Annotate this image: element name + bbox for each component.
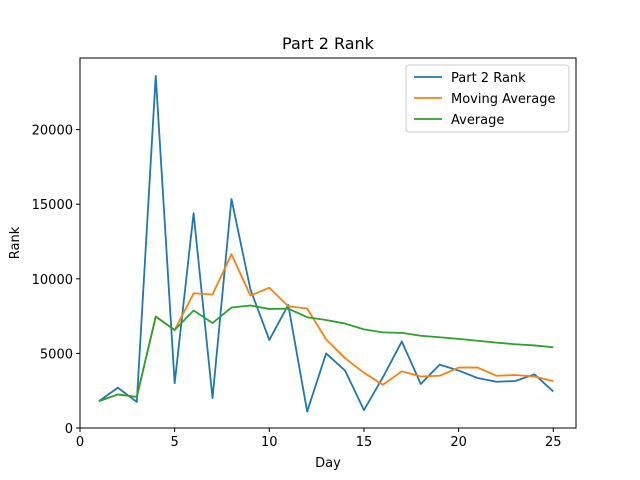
y-tick-label: 15000 <box>32 198 73 213</box>
plot-lines <box>98 75 554 413</box>
y-tick-label: 0 <box>65 422 73 437</box>
x-tick-label: 5 <box>171 435 179 450</box>
x-tick-label: 0 <box>76 435 84 450</box>
y-tick-label: 5000 <box>40 347 73 362</box>
y-tick-label: 10000 <box>32 273 73 288</box>
x-axis-title: Day <box>315 456 341 471</box>
x-tick-label: 10 <box>261 435 278 450</box>
chart-title: Part 2 Rank <box>282 34 375 53</box>
legend-box <box>405 64 570 133</box>
x-tick-label: 25 <box>545 435 562 450</box>
x-tick-label: 15 <box>356 435 373 450</box>
legend-label: Average <box>451 113 504 128</box>
legend-label: Part 2 Rank <box>451 71 526 86</box>
legend-label: Moving Average <box>451 92 555 107</box>
x-axis-ticks: 0 5 10 15 20 25 <box>76 428 562 450</box>
series-line-2 <box>98 304 554 402</box>
legend: Part 2 Rank Moving Average Average <box>405 64 570 133</box>
y-axis-title: Rank <box>8 226 23 259</box>
y-tick-label: 20000 <box>32 124 73 139</box>
y-axis-ticks: 0 5000 10000 15000 20000 <box>32 124 80 437</box>
plot-frame <box>79 57 577 429</box>
series-line-0 <box>98 75 554 413</box>
x-tick-label: 20 <box>450 435 467 450</box>
